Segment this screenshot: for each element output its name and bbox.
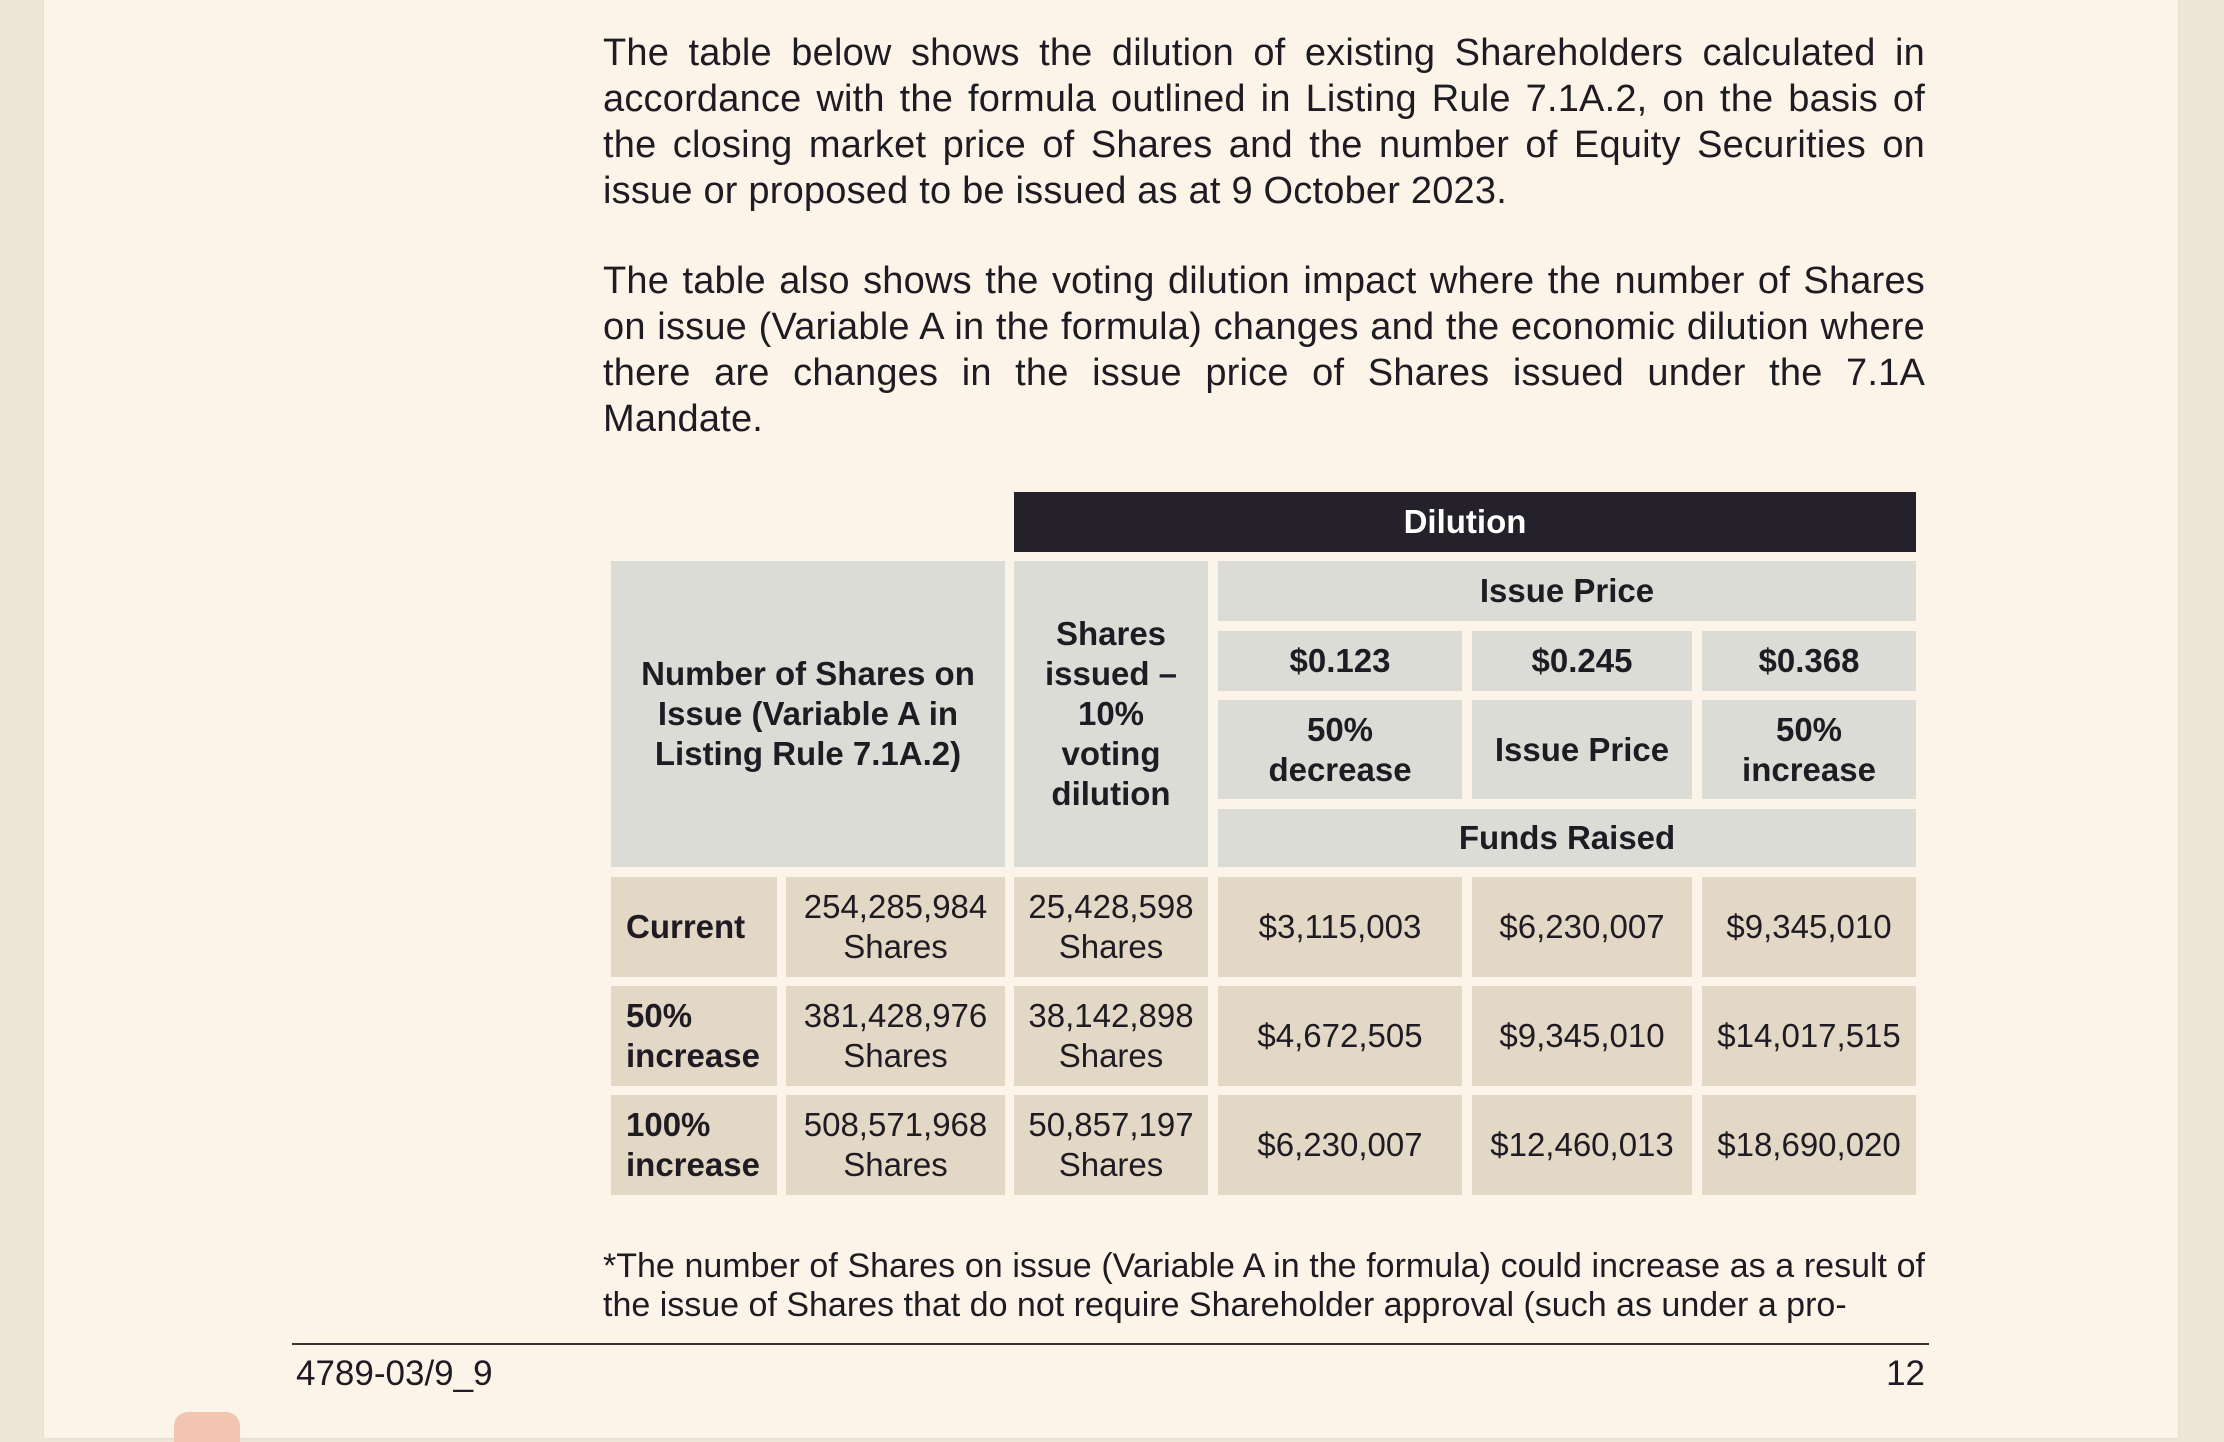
price-label-decrease: 50% decrease bbox=[1218, 700, 1462, 799]
price-mid: $0.245 bbox=[1472, 631, 1692, 691]
funds-high: $18,690,020 bbox=[1702, 1095, 1916, 1195]
price-label-increase: 50% increase bbox=[1702, 700, 1916, 799]
funds-low: $4,672,505 bbox=[1218, 986, 1462, 1086]
shares-on-issue-value: 381,428,976 Shares bbox=[786, 986, 1005, 1086]
page-tab-marker bbox=[174, 1412, 240, 1442]
footnote: *The number of Shares on issue (Variable… bbox=[603, 1247, 1925, 1324]
funds-low: $6,230,007 bbox=[1218, 1095, 1462, 1195]
shares-on-issue-value: 254,285,984 Shares bbox=[786, 877, 1005, 977]
funds-mid: $9,345,010 bbox=[1472, 986, 1692, 1086]
dilution-header: Dilution bbox=[1014, 492, 1916, 552]
shares-issued-value: 38,142,898 Shares bbox=[1014, 986, 1208, 1086]
header-shares-on-issue: Number of Shares on Issue (Variable A in… bbox=[611, 561, 1005, 867]
row-label: 100% increase bbox=[611, 1095, 777, 1195]
funds-low: $3,115,003 bbox=[1218, 877, 1462, 977]
header-funds-raised: Funds Raised bbox=[1218, 809, 1916, 867]
funds-mid: $6,230,007 bbox=[1472, 877, 1692, 977]
shares-issued-value: 25,428,598 Shares bbox=[1014, 877, 1208, 977]
shares-on-issue-value: 508,571,968 Shares bbox=[786, 1095, 1005, 1195]
header-issue-price: Issue Price bbox=[1218, 561, 1916, 621]
footer-divider bbox=[292, 1343, 1929, 1345]
intro-paragraph-2: The table also shows the voting dilution… bbox=[603, 260, 1925, 440]
funds-mid: $12,460,013 bbox=[1472, 1095, 1692, 1195]
shares-issued-value: 50,857,197 Shares bbox=[1014, 1095, 1208, 1195]
funds-high: $9,345,010 bbox=[1702, 877, 1916, 977]
funds-high: $14,017,515 bbox=[1702, 986, 1916, 1086]
document-reference: 4789-03/9_9 bbox=[296, 1354, 493, 1393]
header-shares-issued: Shares issued – 10% voting dilution bbox=[1014, 561, 1208, 867]
price-low: $0.123 bbox=[1218, 631, 1462, 691]
page-number: 12 bbox=[1886, 1354, 1925, 1393]
price-high: $0.368 bbox=[1702, 631, 1916, 691]
row-label: Current bbox=[611, 877, 777, 977]
row-label: 50% increase bbox=[611, 986, 777, 1086]
intro-paragraph-1: The table below shows the dilution of ex… bbox=[603, 32, 1925, 212]
price-label-issue: Issue Price bbox=[1472, 700, 1692, 799]
